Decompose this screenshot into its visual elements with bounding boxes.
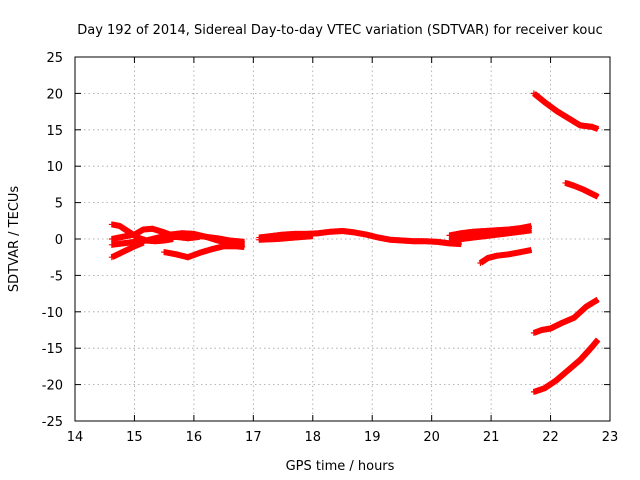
y-tick-label: 20 xyxy=(46,87,63,102)
y-tick-label: -5 xyxy=(50,269,63,284)
x-tick-label: 18 xyxy=(305,430,322,445)
data-series-trace-15 xyxy=(532,337,601,395)
x-tick-label: 23 xyxy=(602,430,619,445)
y-tick-label: 10 xyxy=(46,160,63,175)
y-axis-label: SDTVAR / TECUs xyxy=(7,186,22,293)
data-point-marker xyxy=(593,125,600,132)
y-tick-label: 5 xyxy=(55,197,63,212)
x-axis-label: GPS time / hours xyxy=(286,459,395,474)
y-tick-label: -25 xyxy=(42,415,63,430)
data-point-marker xyxy=(138,240,145,247)
x-tick-label: 14 xyxy=(67,430,84,445)
data-point-marker xyxy=(525,227,532,234)
data-point-marker xyxy=(307,233,314,240)
chart-title: Day 192 of 2014, Sidereal Day-to-day VTE… xyxy=(77,23,603,38)
data-traces xyxy=(108,90,601,395)
x-tick-label: 20 xyxy=(423,430,440,445)
x-tick-label: 21 xyxy=(483,430,500,445)
y-tick-label: 15 xyxy=(46,124,63,139)
x-tick-label: 19 xyxy=(364,430,381,445)
x-tick-label: 17 xyxy=(245,430,262,445)
x-tick-label: 15 xyxy=(126,430,143,445)
y-tick-label: -20 xyxy=(42,379,63,394)
data-point-marker xyxy=(239,243,246,250)
data-point-marker xyxy=(525,247,532,254)
y-tick-label: 25 xyxy=(46,51,63,66)
axis-ticks: 14 15 16 17 18 19 20 21 22 23 25 20 15 10 5 0 -5 -10 -15 -2… xyxy=(42,51,619,445)
x-tick-label: 22 xyxy=(542,430,559,445)
grid-lines xyxy=(75,57,610,421)
y-tick-label: -10 xyxy=(42,306,63,321)
x-tick-label: 16 xyxy=(186,430,203,445)
y-tick-label: 0 xyxy=(55,233,63,248)
data-point-marker xyxy=(593,338,600,345)
data-point-marker xyxy=(593,192,600,199)
data-point-marker xyxy=(593,297,600,304)
y-tick-label: -15 xyxy=(42,342,63,357)
